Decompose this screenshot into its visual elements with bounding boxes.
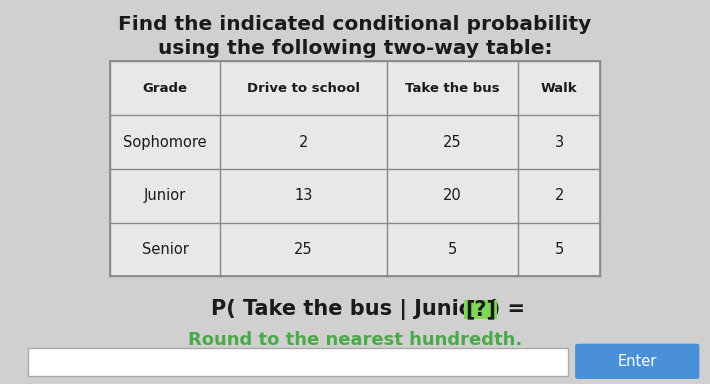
FancyBboxPatch shape [464, 300, 498, 319]
Text: 2: 2 [299, 134, 308, 150]
Text: 5: 5 [448, 242, 457, 257]
Text: Take the bus: Take the bus [405, 82, 500, 95]
Text: Junior: Junior [144, 188, 186, 204]
Text: Senior: Senior [141, 242, 189, 257]
Text: using the following two-way table:: using the following two-way table: [158, 38, 552, 58]
Text: Sophomore: Sophomore [124, 134, 207, 150]
FancyBboxPatch shape [575, 344, 699, 379]
Text: 2: 2 [555, 188, 564, 204]
Text: Drive to school: Drive to school [247, 82, 360, 95]
Bar [110, 61, 600, 276]
Bar [28, 348, 568, 376]
Text: Find the indicated conditional probability: Find the indicated conditional probabili… [119, 15, 591, 35]
Text: P( Take the bus | Junior ) =: P( Take the bus | Junior ) = [211, 299, 532, 319]
Text: Grade: Grade [143, 82, 187, 95]
Text: 25: 25 [443, 134, 462, 150]
Text: 3: 3 [555, 134, 564, 150]
Text: 5: 5 [555, 242, 564, 257]
Text: Enter: Enter [618, 354, 657, 369]
Text: Round to the nearest hundredth.: Round to the nearest hundredth. [188, 331, 522, 349]
Text: Walk: Walk [541, 82, 577, 95]
Text: 25: 25 [294, 242, 313, 257]
Text: 13: 13 [295, 188, 312, 204]
Text: 20: 20 [443, 188, 462, 204]
Text: [?]: [?] [465, 299, 496, 319]
